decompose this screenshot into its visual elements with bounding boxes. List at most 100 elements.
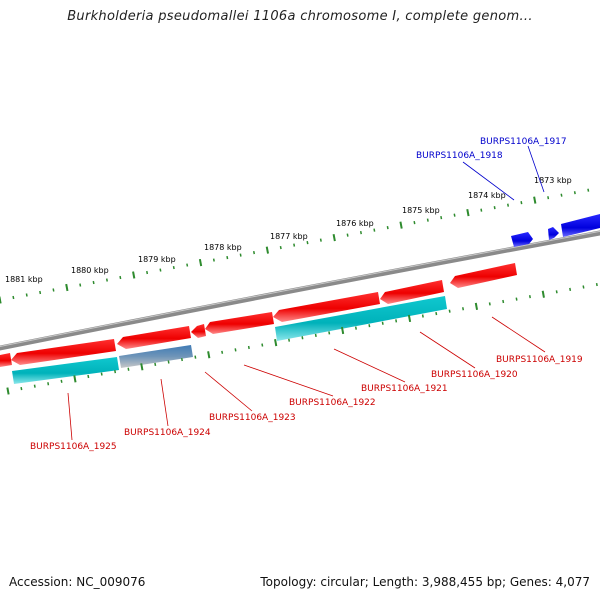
inner-ruler-major-tick [407,314,412,323]
gene-burps1106a-1922[interactable] [205,312,274,334]
ruler-minor-tick [146,270,149,275]
inner-ruler-minor-tick [288,338,291,342]
gene-label-1922[interactable]: BURPS1106A_1922 [289,398,376,408]
accession-label: Accession: NC_009076 [9,575,146,589]
ruler-major-tick [466,209,470,217]
ruler-minor-tick [239,253,242,257]
ruler-minor-tick [413,221,416,225]
gene-burps1106a-1919[interactable] [450,263,517,288]
genome-backbone-highlight [0,230,600,348]
inner-ruler-minor-tick [515,297,518,301]
gene-label-1921[interactable]: BURPS1106A_1921 [361,384,448,394]
ruler-minor-tick [252,250,256,255]
gene-label-1925[interactable]: BURPS1106A_1925 [30,442,117,452]
gene-burps1106a-1923[interactable] [191,324,206,338]
gene-label-1919[interactable]: BURPS1106A_1919 [496,355,583,365]
ruler-minor-tick [573,191,576,195]
inner-ruler-minor-tick [261,343,264,347]
tick-label-1874: 1874 kbp [468,191,506,200]
inner-ruler-minor-tick [247,345,250,350]
ruler-minor-tick [226,255,229,260]
leader-1921 [333,348,406,383]
inner-ruler-minor-tick [20,386,23,391]
gene-burps1106a-1918[interactable] [511,232,533,247]
inner-ruler-minor-tick [221,350,224,354]
tick-label-1875: 1875 kbp [402,206,440,215]
leader-1922 [243,364,334,397]
leader-1920 [419,331,476,369]
ruler-major-tick [332,233,336,242]
ruler-major-tick [65,283,69,292]
gene-burps1106a-1920[interactable] [380,280,444,304]
reverse-strand-track [0,263,517,367]
ruler-minor-tick [159,268,162,272]
tick-label-1877: 1877 kbp [270,232,308,241]
inner-ruler-minor-tick [354,326,357,330]
feature-1925[interactable] [12,357,119,384]
ruler [0,188,590,304]
feature-track [12,296,447,384]
inner-ruler-minor-tick [528,295,531,299]
ruler-minor-tick [306,240,309,245]
gene-label-1923[interactable]: BURPS1106A_1923 [209,413,296,423]
leader-1925 [67,392,73,441]
inner-ruler-minor-tick [100,372,103,376]
tick-label-1881: 1881 kbp [5,275,43,284]
inner-ruler-minor-tick [314,333,317,337]
inner-ruler-minor-tick [60,379,63,383]
inner-ruler-minor-tick [462,307,465,311]
leader-1924 [160,378,169,427]
inner-ruler-minor-tick [488,302,491,306]
gene-burps1106a-1917[interactable] [548,227,559,240]
inner-ruler-major-tick [274,338,278,347]
tick-label-1880: 1880 kbp [71,266,109,275]
inner-ruler-minor-tick [87,374,90,379]
ruler-minor-tick [319,238,322,242]
inner-ruler-minor-tick [33,384,36,388]
ruler-minor-tick [480,208,483,212]
gene-label-1917[interactable]: BURPS1106A_1917 [480,137,567,147]
ruler-major-tick [399,221,403,229]
leader-1918 [462,161,515,201]
inner-ruler-minor-tick [421,314,424,318]
ruler-minor-tick [39,290,42,295]
ruler-minor-tick [105,278,108,282]
gene-partial-left[interactable] [0,353,12,367]
ruler-minor-tick [493,206,496,210]
inner-ruler-minor-tick [167,360,170,364]
ruler-minor-tick [560,193,563,197]
feature-1921[interactable] [275,296,447,341]
inner-ruler-minor-tick [435,311,438,316]
inner-ruler-minor-tick [127,367,130,371]
inner-ruler-minor-tick [47,382,50,386]
ruler-minor-tick [79,283,82,287]
gene-label-1918[interactable]: BURPS1106A_1918 [416,151,503,161]
map-title: Burkholderia pseudomallei 1106a chromoso… [67,9,533,24]
inner-ruler-minor-tick [555,290,558,294]
inner-ruler-major-tick [541,290,545,298]
gene-burps1106a-1921[interactable] [273,292,380,322]
inner-ruler-minor-tick [448,309,451,313]
tick-label-1878: 1878 kbp [204,243,242,252]
ruler-minor-tick [346,233,349,237]
feature-1924[interactable] [119,345,193,368]
gene-burps1106a-1925[interactable] [11,339,116,365]
tick-label-1876: 1876 kbp [336,219,374,228]
gene-label-1924[interactable]: BURPS1106A_1924 [124,428,211,438]
gene-burps1106a-1916[interactable] [561,214,600,237]
gene-label-1920[interactable]: BURPS1106A_1920 [431,370,518,380]
gene-burps1106a-1924[interactable] [117,326,191,349]
inner-ruler-minor-tick [368,324,371,328]
genome-backbone [0,230,600,351]
forward-strand-track [511,214,600,247]
ruler-minor-tick [547,196,550,200]
inner-ruler-minor-tick [114,370,117,374]
inner-ruler-minor-tick [395,319,398,323]
inner-ruler-minor-tick [328,331,331,335]
leader-1919 [491,316,546,353]
inner-ruler-major-tick [474,302,479,310]
ruler-minor-tick [119,275,122,280]
ruler-minor-tick [373,228,376,232]
ruler-minor-tick [507,203,510,207]
